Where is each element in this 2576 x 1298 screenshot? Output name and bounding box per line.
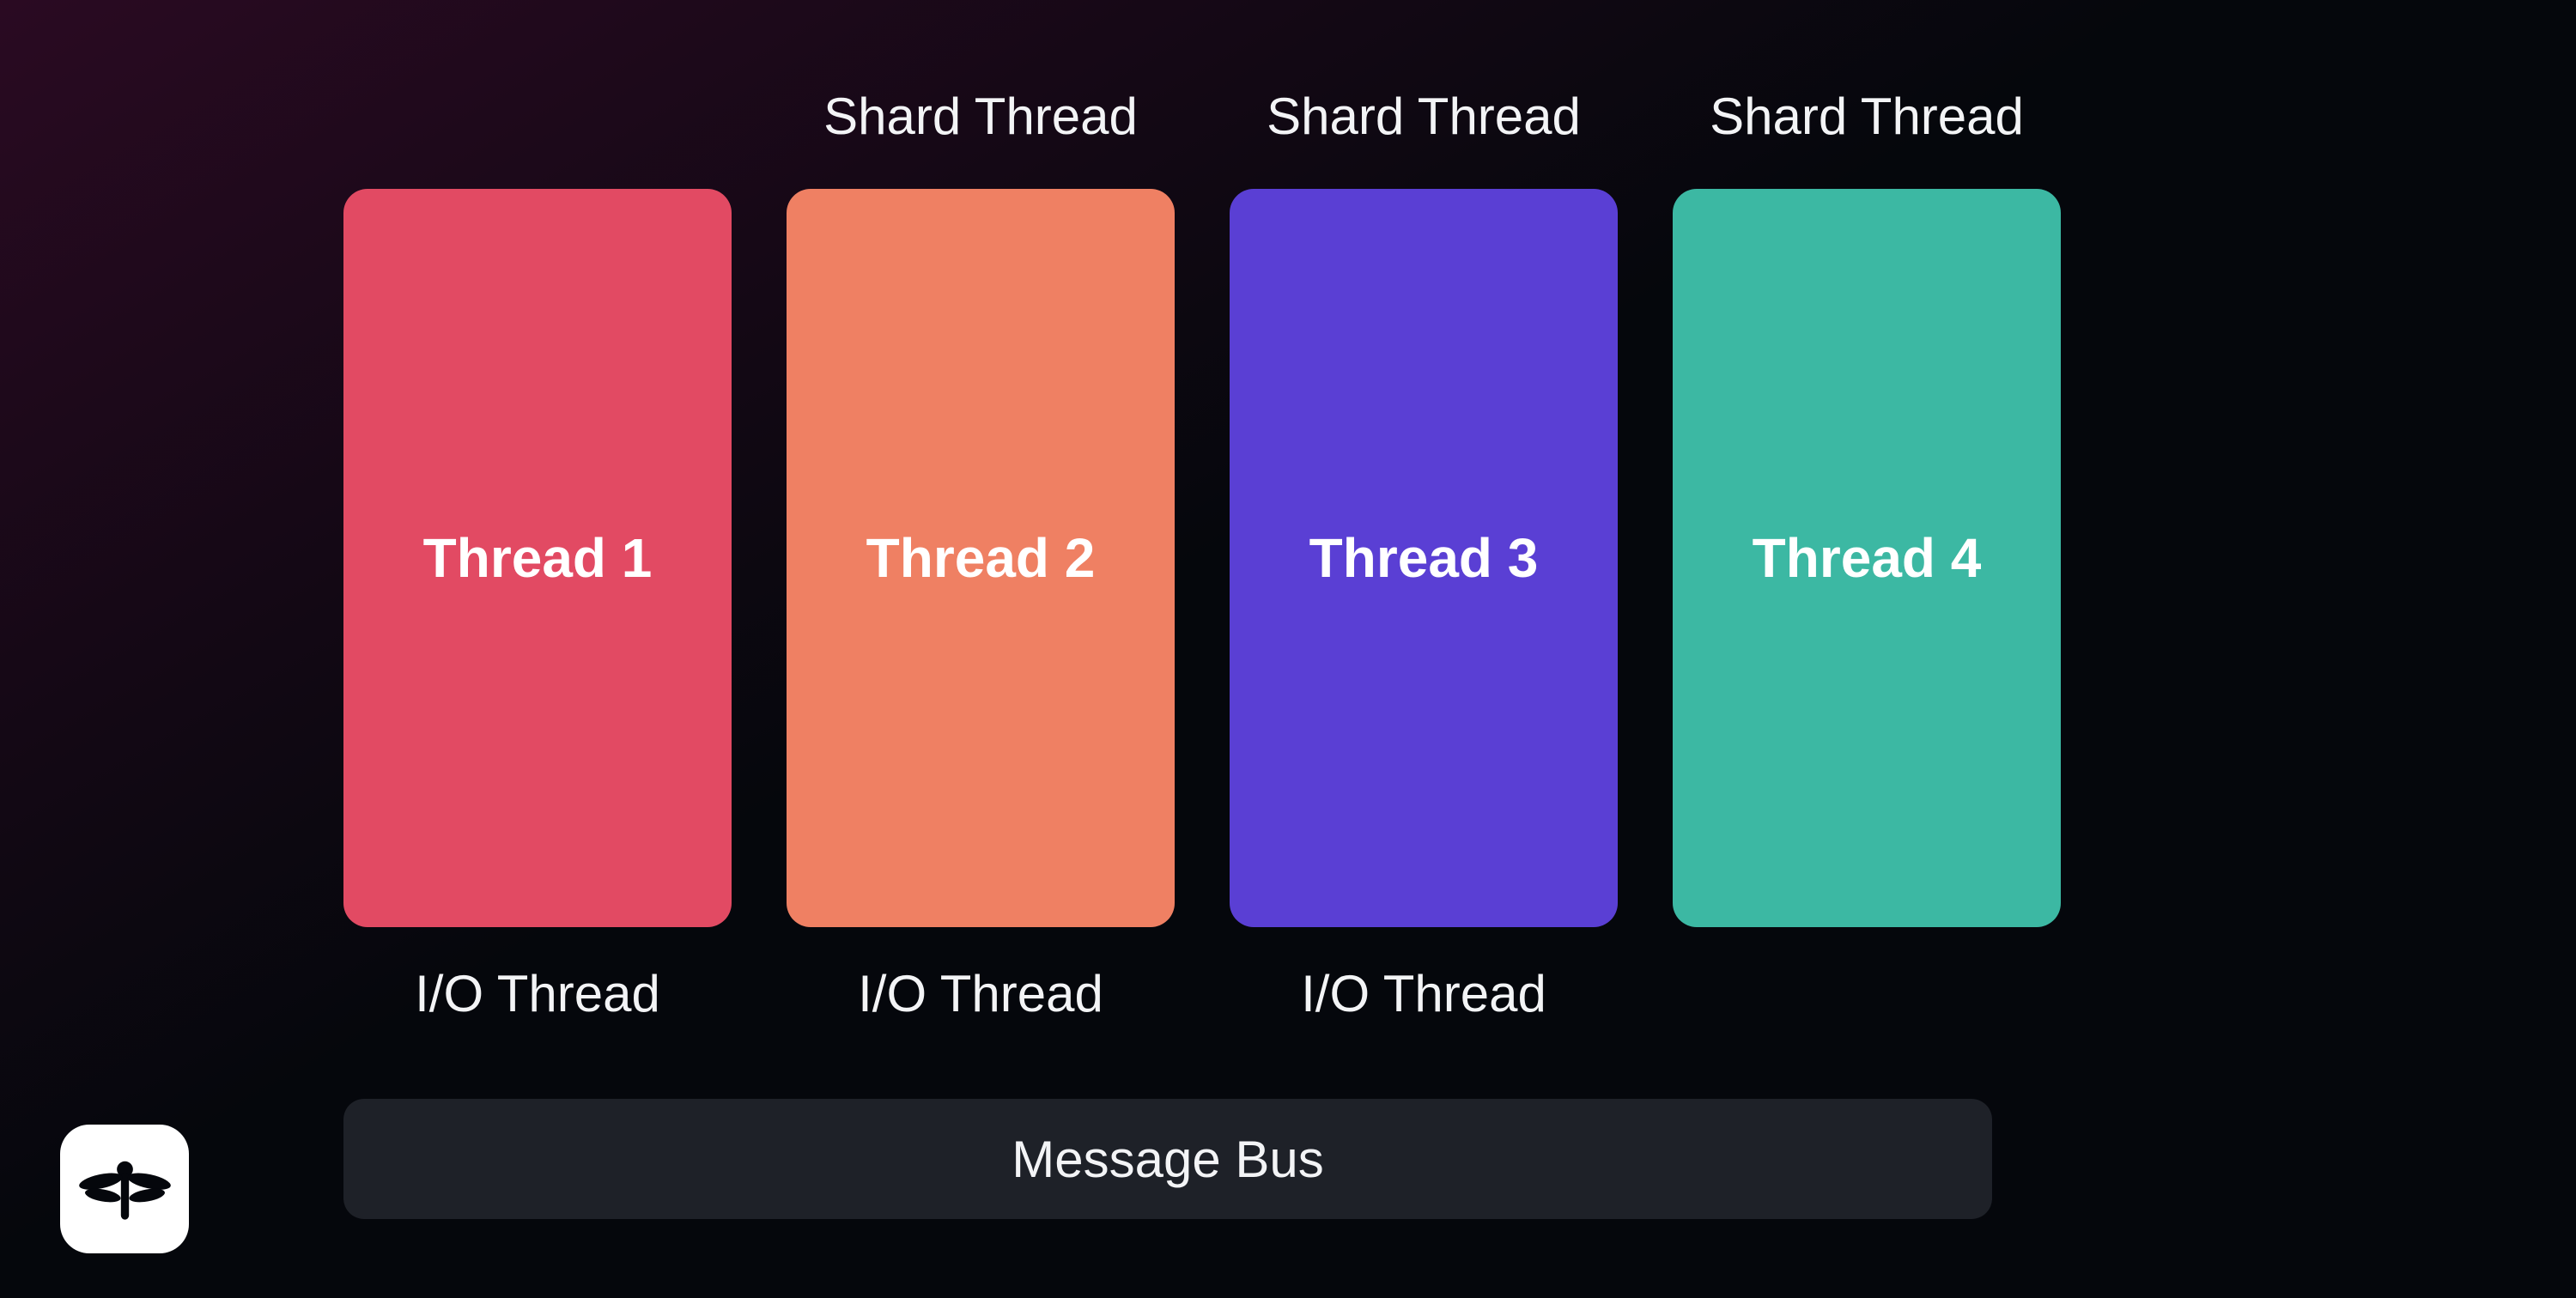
thread-box-label: Thread 2 [866,526,1096,590]
io-thread-label: I/O Thread [1301,927,1546,1030]
io-thread-label: I/O Thread [415,927,660,1030]
thread-box-label: Thread 1 [423,526,653,590]
io-thread-label: I/O Thread [858,927,1103,1030]
thread-box-1: Thread 1 [343,189,732,927]
diagram-canvas: Thread 1 I/O Thread Shard Thread Thread 2 I/… [0,0,2576,1298]
thread-column-4: Shard Thread Thread 4 [1673,86,2061,1030]
thread-box-label: Thread 4 [1753,526,1982,590]
thread-box-label: Thread 3 [1309,526,1539,590]
thread-column-3: Shard Thread Thread 3 I/O Thread [1230,86,1618,1030]
thread-box-4: Thread 4 [1673,189,2061,927]
message-bus-label: Message Bus [1012,1130,1324,1189]
thread-box-3: Thread 3 [1230,189,1618,927]
logo-badge [60,1125,189,1253]
thread-column-2: Shard Thread Thread 2 I/O Thread [787,86,1175,1030]
thread-box-2: Thread 2 [787,189,1175,927]
dragonfly-icon [75,1139,175,1240]
shard-thread-label: Shard Thread [1710,86,2024,189]
thread-columns: Thread 1 I/O Thread Shard Thread Thread 2 I/… [343,86,2061,1030]
shard-thread-label: Shard Thread [1267,86,1581,189]
shard-thread-label: Shard Thread [823,86,1138,189]
thread-column-1: Thread 1 I/O Thread [343,86,732,1030]
message-bus: Message Bus [343,1099,1992,1219]
